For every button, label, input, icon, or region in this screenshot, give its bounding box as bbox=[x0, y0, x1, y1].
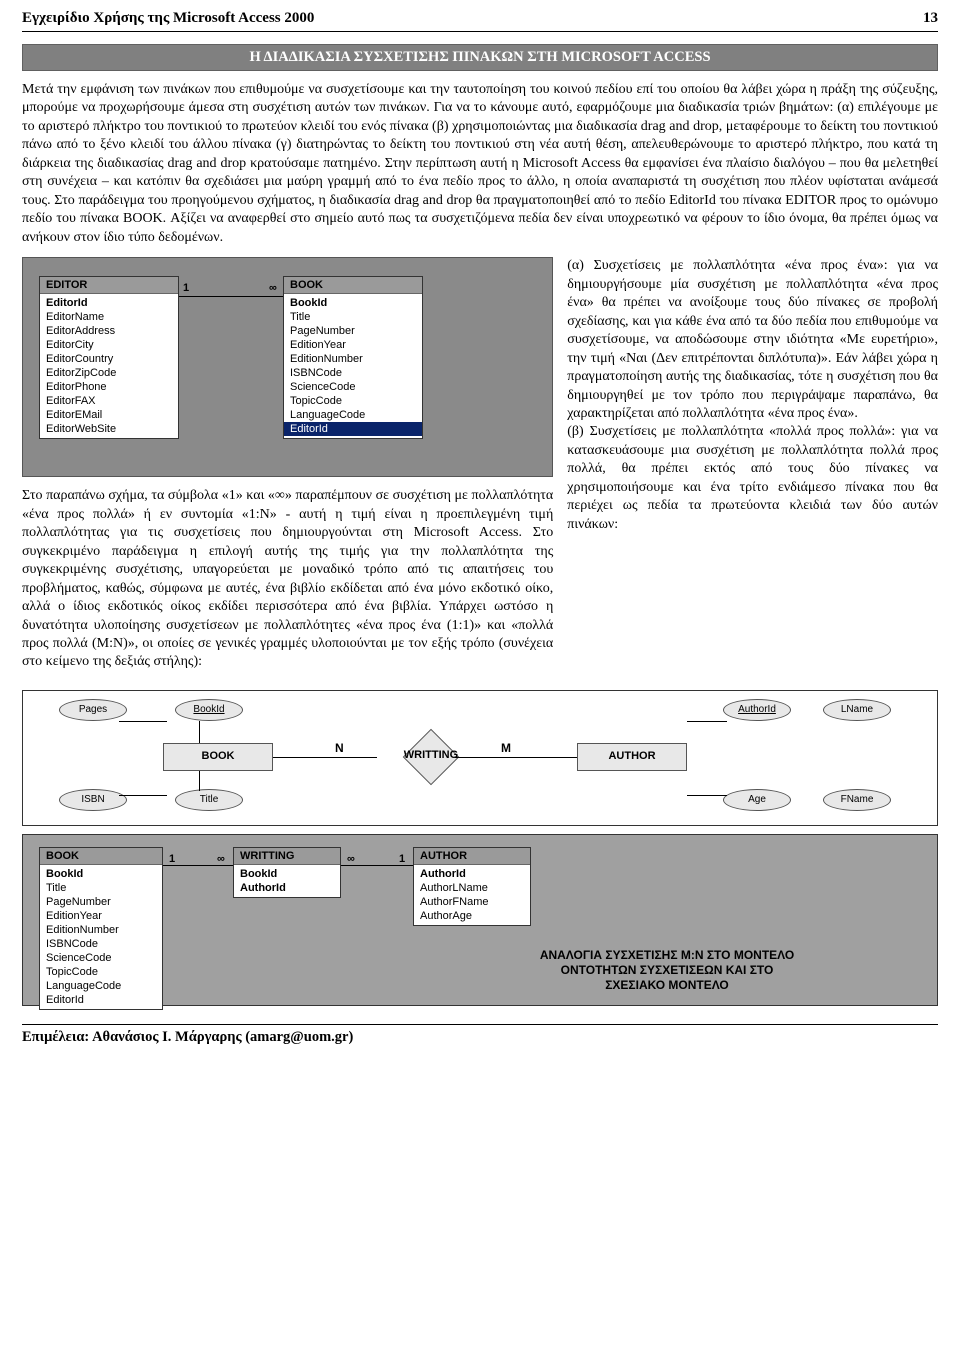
attr-age: Age bbox=[723, 789, 791, 811]
analogy-screenshot: BOOK BookId Title PageNumber EditionYear… bbox=[22, 834, 938, 1006]
entity-book: BOOK bbox=[163, 743, 273, 771]
attr-isbn: ISBN bbox=[59, 789, 127, 811]
paragraph-right: (α) Συσχετίσεις με πολλαπλότητα «ένα προ… bbox=[567, 257, 938, 534]
table-book: BOOK BookId Title PageNumber EditionYear… bbox=[283, 276, 423, 439]
right-column: (α) Συσχετίσεις με πολλαπλότητα «ένα προ… bbox=[567, 257, 938, 676]
table-book-title: BOOK bbox=[284, 277, 422, 294]
attr-lname: LName bbox=[823, 699, 891, 721]
section-title-box: Η ΔΙΑΔΙΚΑΣΙΑ ΣΥΣΧΕΤΙΣΗΣ ΠΙΝΑΚΩΝ ΣΤΗ MICR… bbox=[22, 44, 938, 71]
doc-title: Εγχειρίδιο Χρήσης της Microsoft Access 2… bbox=[22, 10, 314, 27]
card-n: N bbox=[335, 741, 344, 755]
table-editor-title: EDITOR bbox=[40, 277, 178, 294]
cardinality-one: 1 bbox=[183, 282, 189, 294]
page-footer: Επιμέλεια: Αθανάσιος Ι. Μάργαρης (amarg@… bbox=[22, 1024, 938, 1046]
cardinality-many: ∞ bbox=[269, 282, 277, 294]
attr-bookid: BookId bbox=[175, 699, 243, 721]
attr-pages: Pages bbox=[59, 699, 127, 721]
attr-title: Title bbox=[175, 789, 243, 811]
card-m: M bbox=[501, 741, 511, 755]
table-editor-fields: EditorId EditorName EditorAddress Editor… bbox=[40, 294, 178, 438]
page-header: Εγχειρίδιο Χρήσης της Microsoft Access 2… bbox=[22, 10, 938, 27]
paragraph-main: Μετά την εμφάνιση των πινάκων που επιθυμ… bbox=[22, 81, 938, 247]
entity-author: AUTHOR bbox=[577, 743, 687, 771]
section-title: Η ΔΙΑΔΙΚΑΣΙΑ ΣΥΣΧΕΤΙΣΗΣ ΠΙΝΑΚΩΝ ΣΤΗ MICR… bbox=[23, 45, 937, 70]
paragraph-left: Στο παραπάνω σχήμα, τα σύμβολα «1» και «… bbox=[22, 487, 553, 672]
two-column-layout: EDITOR EditorId EditorName EditorAddress… bbox=[22, 257, 938, 676]
relationship-writting-label: WRITTING bbox=[391, 749, 471, 761]
header-rule bbox=[22, 31, 938, 32]
relationships-screenshot: EDITOR EditorId EditorName EditorAddress… bbox=[22, 257, 553, 477]
analogy-table-author: AUTHOR AuthorId AuthorLName AuthorFName … bbox=[413, 847, 531, 926]
table-editor: EDITOR EditorId EditorName EditorAddress… bbox=[39, 276, 179, 439]
analogy-table-book: BOOK BookId Title PageNumber EditionYear… bbox=[39, 847, 163, 1010]
footer-rule bbox=[22, 1024, 938, 1025]
left-column: EDITOR EditorId EditorName EditorAddress… bbox=[22, 257, 553, 676]
er-diagram: Pages BookId ISBN Title BOOK N WRITTING … bbox=[22, 690, 938, 826]
page-number: 13 bbox=[923, 10, 938, 27]
footer-text: Επιμέλεια: Αθανάσιος Ι. Μάργαρης (amarg@… bbox=[22, 1029, 938, 1046]
analogy-table-writting: WRITTING BookId AuthorId bbox=[233, 847, 341, 898]
table-book-fields: BookId Title PageNumber EditionYear Edit… bbox=[284, 294, 422, 438]
analogy-caption: ΑΝΑΛΟΓΙΑ ΣΥΣΧΕΤΙΣΗΣ M:N ΣΤΟ ΜΟΝΤΕΛΟ ΟΝΤΟ… bbox=[427, 948, 907, 993]
relationship-line bbox=[179, 296, 283, 297]
attr-fname: FName bbox=[823, 789, 891, 811]
attr-authorid: AuthorId bbox=[723, 699, 791, 721]
